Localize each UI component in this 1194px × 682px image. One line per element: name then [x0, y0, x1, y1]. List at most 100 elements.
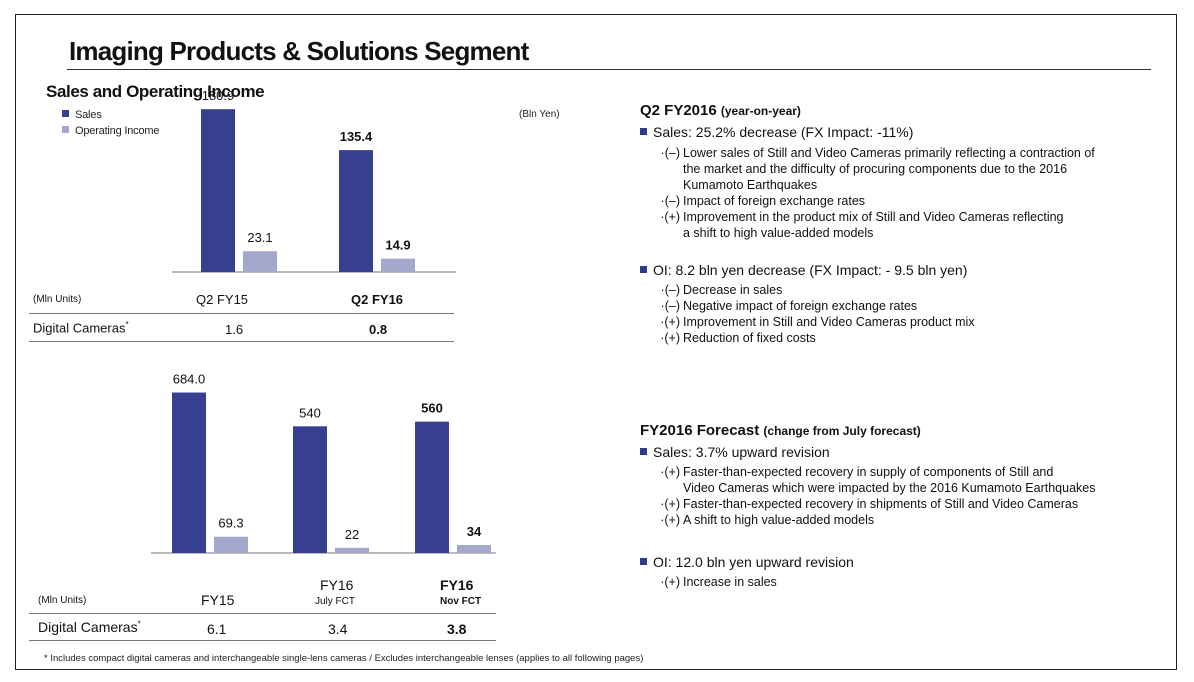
table1-row-label-text: Digital Cameras [33, 320, 126, 336]
fy-heading: FY2016 Forecast (change from July foreca… [640, 422, 921, 439]
q2-sales-bullet-item: ·(–) Lower sales of Still and Video Camer… [640, 145, 1095, 193]
bullet-square-icon [640, 128, 647, 135]
chart2-data-label-oi: 22 [345, 527, 359, 542]
chart1-data-label-sales: 180.9 [202, 88, 235, 103]
chart1-data-label-oi: 23.1 [247, 230, 272, 245]
fy-sales-bullet-text: Faster-than-expected recovery in shipmen… [683, 497, 1079, 511]
q2-oi-bullet-marker: ·(–) [660, 283, 680, 297]
chart1-bar-sales [339, 150, 373, 272]
q2-sales-bullet-line: the market and the difficulty of procuri… [683, 162, 1068, 176]
q2-heading: Q2 FY2016 (year-on-year) [640, 102, 801, 119]
bullet-square-icon [640, 266, 647, 273]
q2-oi-bullet-marker: ·(–) [660, 299, 680, 313]
table2-header-fy16-july-top: FY16 [320, 577, 354, 593]
chart1-data-label-sales: 135.4 [340, 129, 373, 144]
chart2-bar-sales [415, 421, 449, 553]
chart2-data-label-oi: 69.3 [218, 516, 243, 531]
table2-row-label-text: Digital Cameras [38, 619, 138, 635]
q2-sales-bullet-marker: ·(–) [660, 194, 680, 208]
table2-header-fy15: FY15 [201, 592, 235, 608]
chart-section-title: Sales and Operating Income [46, 82, 265, 101]
chart1-bar-sales [201, 109, 235, 272]
legend-swatch-sales [62, 110, 69, 117]
table1-divider [29, 313, 454, 314]
fy-sales-bullet-item: ·(+) A shift to high value-added models [640, 512, 1096, 528]
q2-oi-bullet-line: ·(+) Reduction of fixed costs [640, 330, 975, 346]
q2-sales-bullet-text: Sales: 25.2% decrease (FX Impact: -11%) [653, 124, 914, 140]
table2-header-fy16-nov-sub: Nov FCT [440, 596, 482, 607]
q2-oi-bullet-text: Decrease in sales [683, 283, 783, 297]
fy-oi-bullet-marker: ·(+) [660, 575, 680, 589]
title-divider [67, 69, 1151, 70]
chart2-data-label-sales: 560 [421, 401, 443, 416]
table1-row-mark: * [125, 320, 129, 329]
q2-sales-bullet-line: ·(+) Improvement in the product mix of St… [640, 209, 1095, 225]
chart2-bar-sales [293, 426, 327, 553]
fy-sales-bullet-text: Sales: 3.7% upward revision [653, 444, 830, 460]
q2-oi-bullet-text: Improvement in Still and Video Cameras p… [683, 315, 975, 329]
fy-oi-bullet-text: OI: 12.0 bln yen upward revision [653, 554, 854, 570]
table2-value-fy16-july: 3.4 [328, 621, 348, 637]
chart1-bar-oi [243, 251, 277, 272]
table1-unit: (Mln Units) [33, 294, 82, 305]
q2-sales-bullet-text: Lower sales of Still and Video Cameras p… [683, 146, 1095, 160]
q2-heading-sub: (year-on-year) [720, 104, 801, 118]
chart1-data-label-oi: 14.9 [385, 238, 410, 253]
q2-oi-bullet-text: OI: 8.2 bln yen decrease (FX Impact: - 9… [653, 262, 968, 278]
slide-frame [15, 14, 1177, 670]
chart2-bar-sales [172, 392, 206, 553]
fy-heading-text: FY2016 Forecast [640, 422, 760, 439]
table1-value-q2fy16: 0.8 [369, 322, 388, 337]
fy-sales-list: ·(+) Faster-than-expected recovery in sup… [640, 464, 1096, 528]
q2-oi-bullet-marker: ·(+) [660, 331, 680, 345]
chart2-data-label-sales: 540 [299, 405, 321, 420]
chart2-bar-oi [335, 547, 369, 553]
page-title: Imaging Products & Solutions Segment [69, 36, 529, 66]
q2-oi-bullet-line: ·(+) Improvement in Still and Video Camer… [640, 314, 975, 330]
table2-value-fy16-nov: 3.8 [447, 621, 467, 637]
table2-header-fy16-nov-top: FY16 [440, 577, 474, 593]
table2-row-label: Digital Cameras* [38, 619, 141, 635]
fy-sales-bullet-item: ·(+) Faster-than-expected recovery in sup… [640, 464, 1096, 496]
fy-sales-bullet-line: ·(+) Faster-than-expected recovery in shi… [640, 496, 1096, 512]
table2-row-mark: * [137, 619, 141, 629]
chart1-bar-oi [381, 258, 415, 272]
footnote: * Includes compact digital cameras and i… [44, 653, 644, 664]
fy-sales-bullet: Sales: 3.7% upward revision [640, 444, 830, 460]
q2-sales-bullet-marker: ·(–) [660, 146, 680, 160]
bullet-square-icon [640, 558, 647, 565]
q2-oi-bullet-item: ·(+) Improvement in Still and Video Camer… [640, 314, 975, 330]
fy-oi-bullet-item: ·(+) Increase in sales [640, 574, 777, 590]
chart2-bar-oi [457, 545, 491, 553]
table2-divider [29, 613, 496, 614]
bar-charts: 180.9 23.1 135.4 14.9 684.0 69.3 540 22 560 34 [151, 88, 496, 554]
q2-sales-bullet-item: ·(+) Improvement in the product mix of St… [640, 209, 1095, 241]
bullet-square-icon [640, 448, 647, 455]
fy-sales-bullet-line: Video Cameras which were impacted by the… [683, 481, 1096, 495]
table1-header-q2fy15: Q2 FY15 [196, 292, 249, 307]
fy-oi-bullet: OI: 12.0 bln yen upward revision [640, 554, 854, 570]
table2-unit: (Mln Units) [38, 595, 87, 606]
q2-sales-list: ·(–) Lower sales of Still and Video Camer… [640, 145, 1095, 241]
q2-oi-bullet-text: Reduction of fixed costs [683, 331, 816, 345]
q2-sales-bullet-text: Improvement in the product mix of Still … [683, 210, 1064, 224]
table1-header-q2fy16: Q2 FY16 [351, 292, 404, 307]
fy-oi-list: ·(+) Increase in sales [640, 574, 777, 590]
q2-sales-bullet-text: Impact of foreign exchange rates [683, 194, 866, 208]
q2-sales-bullet-line: ·(–) Impact of foreign exchange rates [640, 193, 1095, 209]
legend-swatch-operating-income [62, 126, 69, 133]
unit-label: (Bln Yen) [519, 109, 560, 120]
chart2-bar-oi [214, 536, 248, 553]
q2-oi-bullet-item: ·(–) Negative impact of foreign exchange … [640, 298, 975, 314]
fy-oi-bullet-line: ·(+) Increase in sales [640, 574, 777, 590]
q2-sales-bullet: Sales: 25.2% decrease (FX Impact: -11%) [640, 124, 913, 140]
q2-sales-bullet-line: Kumamoto Earthquakes [683, 178, 818, 192]
fy-sales-bullet-text: A shift to high value-added models [683, 513, 875, 527]
q2-oi-bullet-item: ·(–) Decrease in sales [640, 282, 975, 298]
table2-header-fy16-july-sub: July FCT [315, 596, 355, 607]
fy-sales-bullet-marker: ·(+) [660, 497, 680, 511]
legend-label-sales: Sales [75, 109, 102, 121]
fy-heading-sub: (change from July forecast) [763, 424, 921, 438]
chart2-data-label-sales: 684.0 [173, 372, 206, 387]
fy-sales-bullet-item: ·(+) Faster-than-expected recovery in shi… [640, 496, 1096, 512]
